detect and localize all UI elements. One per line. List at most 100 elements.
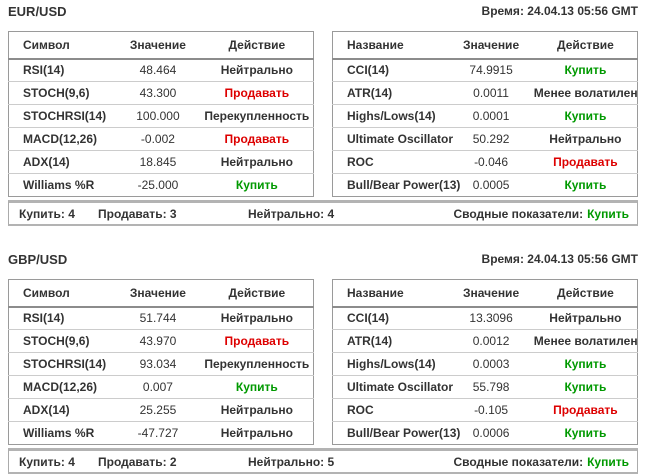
indicator-row: Ultimate Oscillator 55.798 Купить bbox=[332, 375, 638, 399]
indicator-value: 100.000 bbox=[115, 104, 201, 128]
indicator-value: -47.727 bbox=[115, 421, 201, 445]
table-header-row: Название Значение Действие bbox=[332, 279, 638, 308]
indicator-action: Продавать bbox=[200, 81, 314, 105]
indicator-value: -0.002 bbox=[115, 127, 201, 151]
col-header-value: Значение bbox=[448, 279, 534, 308]
indicator-row: STOCH(9,6) 43.300 Продавать bbox=[8, 81, 314, 105]
indicator-row: Bull/Bear Power(13) 0.0005 Купить bbox=[332, 173, 638, 197]
summary-bar: Купить: 4 Продавать: 2 Нейтрально: 5 Сво… bbox=[8, 448, 638, 474]
indicator-value: 43.300 bbox=[115, 81, 201, 105]
indicator-value: 93.034 bbox=[115, 352, 201, 376]
indicator-row: MACD(12,26) -0.002 Продавать bbox=[8, 127, 314, 151]
section-header: GBP/USD Время: 24.04.13 05:56 GMT bbox=[8, 252, 638, 269]
indicator-value: -0.105 bbox=[448, 398, 534, 422]
indicator-row: Williams %R -25.000 Купить bbox=[8, 173, 314, 197]
summary-neutral-count: Нейтрально: 4 bbox=[248, 206, 335, 221]
indicator-action: Перекупленность bbox=[200, 104, 314, 128]
indicator-value: 74.9915 bbox=[469, 63, 513, 78]
indicator-table-right: Название Значение Действие CCI(14) 13.30… bbox=[332, 279, 638, 445]
indicator-name: Highs/Lows(14) bbox=[332, 104, 449, 128]
indicator-name: Williams %R bbox=[8, 173, 116, 197]
indicator-action: Купить bbox=[533, 352, 638, 376]
indicator-value: 0.0001 bbox=[448, 104, 534, 128]
indicator-action: Купить bbox=[533, 421, 638, 445]
summary-neutral-count: Нейтрально: 5 bbox=[248, 454, 335, 469]
indicator-name: ADX(14) bbox=[8, 150, 116, 174]
indicator-row: ROC -0.105 Продавать bbox=[332, 398, 638, 422]
indicator-name: Ultimate Oscillator bbox=[332, 127, 453, 151]
indicator-value: 43.970 bbox=[115, 329, 201, 353]
section-header: EUR/USD Время: 24.04.13 05:56 GMT bbox=[8, 4, 638, 21]
indicator-row: Williams %R -47.727 Нейтрально bbox=[8, 421, 314, 445]
indicator-name: ADX(14) bbox=[8, 398, 116, 422]
pair-title: GBP/USD bbox=[8, 252, 68, 267]
summary-sell-count: Продавать: 2 bbox=[98, 454, 177, 469]
col-header-action: Действие bbox=[200, 279, 314, 308]
indicator-value: 0.0011 bbox=[448, 81, 534, 105]
indicator-name: Williams %R bbox=[8, 421, 116, 445]
summary-sell-count: Продавать: 3 bbox=[98, 206, 177, 221]
indicator-row: CCI(14) 13.3096 Нейтрально bbox=[333, 307, 638, 330]
pair-section-gbpusd: GBP/USD Время: 24.04.13 05:56 GMT Символ… bbox=[0, 248, 646, 474]
indicator-value: 13.3096 bbox=[469, 311, 513, 326]
indicator-value: 0.0003 bbox=[448, 352, 534, 376]
indicator-row: ATR(14) 0.0012 Менее волатилен bbox=[332, 329, 638, 353]
indicator-action: Перекупленность bbox=[200, 352, 314, 376]
tables-row: Символ Значение Действие RSI(14) 48.464 … bbox=[8, 31, 638, 197]
indicator-row: Highs/Lows(14) 0.0001 Купить bbox=[332, 104, 638, 128]
indicator-table-left: Символ Значение Действие RSI(14) 51.744 … bbox=[8, 279, 314, 445]
indicator-row: RSI(14) 51.744 Нейтрально bbox=[9, 307, 314, 330]
indicator-table-left: Символ Значение Действие RSI(14) 48.464 … bbox=[8, 31, 314, 197]
col-header-action: Действие bbox=[533, 31, 638, 60]
summary-overall: Сводные показатели: Купить bbox=[454, 455, 638, 469]
indicator-action: Нейтрально bbox=[220, 63, 293, 78]
indicator-name: RSI(14) bbox=[23, 63, 65, 78]
indicator-row: Highs/Lows(14) 0.0003 Купить bbox=[332, 352, 638, 376]
col-header-name: Название bbox=[332, 31, 449, 60]
indicator-value: 0.0006 bbox=[448, 421, 534, 445]
indicator-name: STOCH(9,6) bbox=[8, 81, 116, 105]
indicator-name: CCI(14) bbox=[347, 63, 390, 78]
summary-buy-count: Купить: 4 bbox=[19, 206, 75, 221]
indicator-action: Продавать bbox=[200, 127, 314, 151]
indicator-action: Нейтрально bbox=[220, 311, 293, 326]
table-header-row: Символ Значение Действие bbox=[8, 279, 314, 308]
col-header-symbol: Символ bbox=[8, 31, 116, 60]
table-header-row: Символ Значение Действие bbox=[8, 31, 314, 60]
indicator-row: Ultimate Oscillator 50.292 Нейтрально bbox=[332, 127, 638, 151]
indicator-action: Менее волатилен bbox=[533, 81, 638, 105]
indicator-action: Нейтрально bbox=[549, 311, 622, 326]
tables-row: Символ Значение Действие RSI(14) 51.744 … bbox=[8, 279, 638, 445]
indicator-value: 55.798 bbox=[448, 375, 534, 399]
indicator-action: Продавать bbox=[200, 329, 314, 353]
indicator-name: ATR(14) bbox=[332, 81, 449, 105]
indicator-value: 51.744 bbox=[139, 311, 177, 326]
indicator-table-right: Название Значение Действие CCI(14) 74.99… bbox=[332, 31, 638, 197]
indicator-row: Bull/Bear Power(13) 0.0006 Купить bbox=[332, 421, 638, 445]
indicator-value: -0.046 bbox=[448, 150, 534, 174]
indicator-value: 18.845 bbox=[115, 150, 201, 174]
col-header-value: Значение bbox=[115, 31, 201, 60]
indicator-name: MACD(12,26) bbox=[8, 375, 116, 399]
col-header-action: Действие bbox=[533, 279, 638, 308]
time-label: Время: 24.04.13 05:56 GMT bbox=[481, 252, 638, 266]
indicator-value: 0.0005 bbox=[448, 173, 534, 197]
indicator-action: Купить bbox=[564, 63, 607, 78]
indicator-row: ROC -0.046 Продавать bbox=[332, 150, 638, 174]
col-header-name: Название bbox=[332, 279, 449, 308]
indicator-name: Bull/Bear Power(13) bbox=[332, 421, 460, 445]
indicator-name: Bull/Bear Power(13) bbox=[332, 173, 460, 197]
indicator-action: Менее волатилен bbox=[533, 329, 638, 353]
indicator-row: STOCH(9,6) 43.970 Продавать bbox=[8, 329, 314, 353]
summary-buy-count: Купить: 4 bbox=[19, 454, 75, 469]
indicator-action: Купить bbox=[200, 375, 314, 399]
table-header-row: Название Значение Действие bbox=[332, 31, 638, 60]
indicator-row: ADX(14) 18.845 Нейтрально bbox=[8, 150, 314, 174]
indicator-value: 0.007 bbox=[115, 375, 201, 399]
indicator-value: 25.255 bbox=[115, 398, 201, 422]
summary-overall: Сводные показатели: Купить bbox=[454, 207, 638, 221]
indicator-row: ATR(14) 0.0011 Менее волатилен bbox=[332, 81, 638, 105]
summary-bar: Купить: 4 Продавать: 3 Нейтрально: 4 Сво… bbox=[8, 200, 638, 226]
col-header-symbol: Символ bbox=[8, 279, 116, 308]
indicator-action: Продавать bbox=[533, 398, 638, 422]
